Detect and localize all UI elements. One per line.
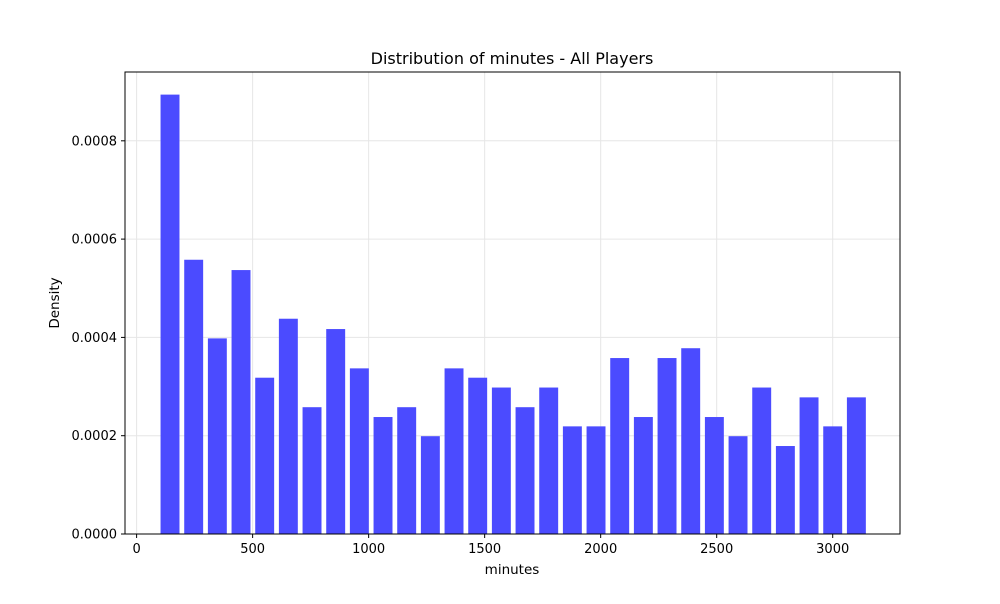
histogram-bar xyxy=(184,259,204,534)
x-axis-title: minutes xyxy=(485,562,540,578)
histogram-bar xyxy=(539,387,559,534)
histogram-bar xyxy=(326,329,346,534)
histogram-bar xyxy=(586,426,606,534)
y-tick-label: 0.0000 xyxy=(72,528,118,543)
histogram-bar xyxy=(562,426,582,534)
histogram-bar xyxy=(610,358,630,534)
y-axis-ticks: 0.0000 0.0002 0.0004 0.0006 0.0008 xyxy=(72,134,125,543)
histogram-bar xyxy=(373,417,393,534)
histogram-bar xyxy=(846,397,866,534)
histogram-bar xyxy=(207,338,227,534)
histogram-bar xyxy=(397,407,417,534)
x-tick-label: 500 xyxy=(240,542,265,557)
x-tick-label: 2500 xyxy=(700,542,733,557)
histogram-bar xyxy=(278,318,298,534)
y-axis-title: Density xyxy=(47,277,63,328)
histogram-bar xyxy=(633,417,653,534)
histogram-bar xyxy=(823,426,843,534)
plot-frame xyxy=(124,71,901,535)
histogram-bar xyxy=(799,397,819,534)
histogram-bar xyxy=(444,368,464,534)
x-axis-ticks: 0 500 1000 1500 2000 2500 3000 xyxy=(132,534,849,557)
histogram-bar xyxy=(349,368,369,534)
y-tick-label: 0.0006 xyxy=(72,233,118,248)
histogram-bar xyxy=(681,348,701,534)
histogram-bar xyxy=(704,417,724,534)
histogram-bar xyxy=(775,446,795,534)
histogram-bar xyxy=(728,436,748,534)
histogram-bar xyxy=(657,358,677,534)
x-tick-label: 1500 xyxy=(468,542,501,557)
x-tick-label: 0 xyxy=(132,542,140,557)
histogram-bar xyxy=(752,387,772,534)
chart-title: Distribution of minutes - All Players xyxy=(371,49,654,68)
histogram-bar xyxy=(468,377,488,534)
histogram-bar xyxy=(515,407,535,534)
histogram-bar xyxy=(255,377,275,534)
y-tick-label: 0.0002 xyxy=(72,429,118,444)
histogram-bar xyxy=(491,387,511,534)
histogram-bar xyxy=(231,270,251,534)
x-tick-label: 2000 xyxy=(584,542,617,557)
bars-layer xyxy=(160,94,866,534)
x-tick-label: 3000 xyxy=(816,542,849,557)
histogram-bar xyxy=(302,407,322,534)
histogram-bar xyxy=(160,94,180,534)
y-tick-label: 0.0004 xyxy=(72,331,118,346)
histogram-bar xyxy=(420,436,440,534)
y-tick-label: 0.0008 xyxy=(72,134,118,149)
x-tick-label: 1000 xyxy=(352,542,385,557)
